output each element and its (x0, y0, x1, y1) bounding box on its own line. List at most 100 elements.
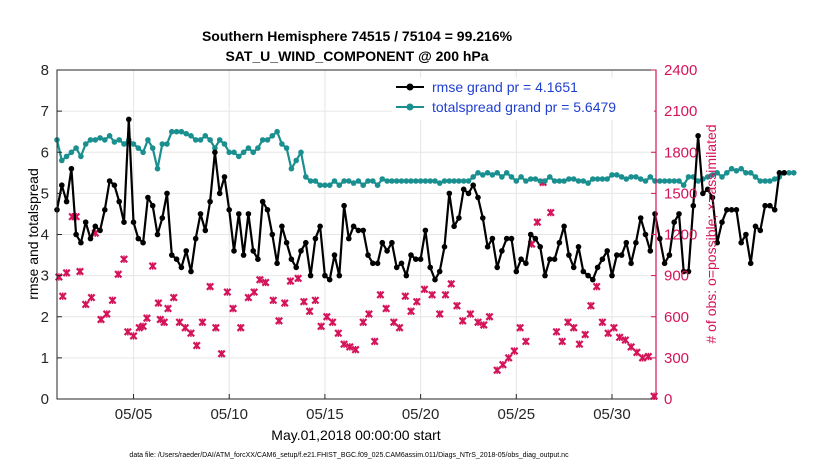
spread-point (78, 153, 84, 160)
chart-subtitle: SAT_U_WIND_COMPONENT @ 200 hPa (225, 48, 488, 64)
rmse-point (413, 256, 419, 263)
rmse-point (183, 248, 189, 254)
spread-point (264, 137, 271, 143)
rmse-point (556, 239, 563, 246)
obs-marker (198, 318, 207, 327)
obs-marker (345, 342, 354, 351)
rmse-point (752, 223, 759, 230)
rmse-point (259, 198, 266, 205)
spread-point (786, 170, 792, 176)
obs-marker (250, 288, 259, 297)
spread-point (331, 178, 338, 184)
spread-point (657, 178, 663, 184)
spread-point (637, 176, 644, 182)
rmse-point (728, 207, 735, 213)
y-left-tick-label: 5 (41, 185, 49, 202)
obs-marker (563, 318, 572, 327)
obs-marker (458, 316, 467, 325)
rmse-series (54, 116, 787, 283)
obs-marker (498, 360, 507, 369)
spread-point (666, 178, 673, 184)
rmse-point (590, 276, 596, 283)
obs-marker (58, 292, 67, 301)
rmse-point (106, 178, 113, 184)
rmse-point (594, 264, 601, 271)
rmse-point (149, 202, 156, 209)
spread-point (279, 141, 285, 147)
spread-point (370, 178, 376, 184)
spread-point (216, 137, 223, 143)
spread-point (202, 133, 209, 139)
rmse-point (341, 202, 347, 209)
rmse-point (111, 182, 118, 188)
obs-marker (322, 312, 331, 321)
x-tick-label: 05/15 (306, 406, 344, 423)
spread-point (470, 174, 477, 180)
obs-marker (123, 327, 132, 336)
spread-point (494, 170, 501, 176)
rmse-point (307, 272, 314, 279)
rmse-point (570, 264, 577, 271)
spread-point (135, 145, 142, 151)
rmse-point (245, 211, 252, 217)
x-axis-label: May.01,2018 00:00:00 start (271, 427, 441, 443)
rmse-point (417, 256, 424, 263)
spread-point (269, 133, 276, 139)
obs-marker (181, 323, 190, 332)
rmse-point (666, 252, 673, 258)
spread-point (647, 174, 654, 180)
spread-point (752, 174, 759, 180)
spread-point (633, 174, 639, 180)
obs-marker (621, 336, 630, 345)
obs-marker (164, 304, 172, 313)
spread-point (566, 176, 572, 182)
spread-point (561, 178, 567, 184)
obs-marker (261, 278, 270, 287)
obs-marker (311, 296, 320, 305)
obs-marker (435, 310, 444, 318)
spread-point (451, 178, 457, 184)
rmse-point (743, 231, 749, 238)
spread-point (384, 178, 390, 184)
rmse-point (63, 198, 70, 205)
spread-point (685, 174, 692, 180)
rmse-point (389, 239, 395, 246)
obs-marker (364, 310, 373, 318)
obs-marker (269, 296, 278, 305)
y-left-tick-label: 0 (41, 391, 49, 408)
rmse-point (661, 260, 668, 267)
rmse-point (513, 268, 520, 275)
obs-marker (516, 323, 525, 332)
obs-marker (139, 322, 148, 331)
spread-point (293, 157, 300, 164)
spread-point (97, 135, 103, 141)
rmse-point (523, 260, 529, 267)
obs-marker (504, 353, 513, 362)
spread-point (231, 149, 237, 156)
spread-point (159, 141, 166, 147)
rmse-point (604, 248, 610, 254)
rmse-point (585, 272, 591, 279)
rmse-point (642, 231, 649, 238)
obs-marker (581, 330, 590, 339)
legend-rmse-marker (406, 83, 414, 91)
obs-marker (452, 301, 461, 310)
obs-marker (154, 299, 163, 308)
rmse-point (126, 116, 132, 123)
rmse-point (527, 231, 534, 238)
rmse-point (446, 190, 453, 197)
spread-point (432, 178, 438, 184)
obs-marker (75, 267, 84, 276)
obs-marker (615, 333, 624, 342)
obs-marker (275, 316, 283, 325)
spread-point (173, 128, 180, 135)
rmse-point (346, 235, 352, 242)
x-tick-label: 05/25 (498, 406, 536, 423)
obs-marker (474, 318, 483, 327)
spread-point (188, 133, 194, 139)
obs-marker (598, 318, 607, 327)
spread-point (111, 139, 118, 145)
spread-point (671, 178, 677, 184)
spread-point (724, 170, 730, 176)
rmse-point (59, 182, 65, 188)
